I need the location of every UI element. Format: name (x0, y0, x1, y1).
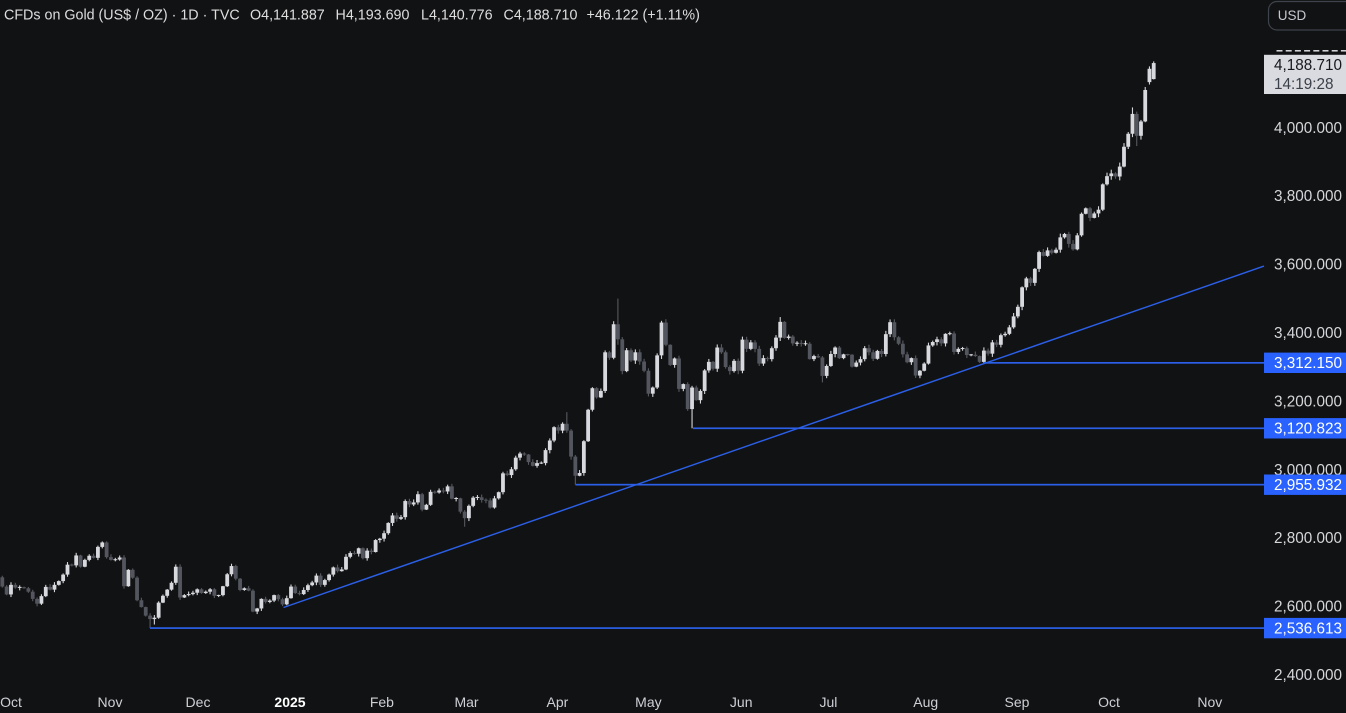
svg-text:Jun: Jun (730, 694, 753, 710)
svg-text:4,000.000: 4,000.000 (1274, 120, 1342, 137)
svg-text:3,800.000: 3,800.000 (1274, 188, 1342, 205)
svg-text:2,536.613: 2,536.613 (1274, 620, 1342, 637)
svg-text:Sep: Sep (1005, 694, 1030, 710)
svg-text:Aug: Aug (913, 694, 938, 710)
svg-text:+46.122 (+1.11%): +46.122 (+1.11%) (587, 8, 700, 24)
svg-text:O4,141.887: O4,141.887 (250, 8, 325, 24)
svg-text:L4,140.776: L4,140.776 (421, 8, 493, 24)
svg-text:Nov: Nov (98, 694, 123, 710)
svg-text:Dec: Dec (186, 694, 211, 710)
svg-text:Oct: Oct (0, 694, 22, 710)
svg-text:3,200.000: 3,200.000 (1274, 393, 1342, 410)
svg-text:2,400.000: 2,400.000 (1274, 667, 1342, 684)
svg-text:3,120.823: 3,120.823 (1274, 421, 1342, 438)
svg-text:4,188.710: 4,188.710 (1274, 57, 1342, 74)
svg-text:3,600.000: 3,600.000 (1274, 257, 1342, 274)
svg-text:Mar: Mar (454, 694, 478, 710)
svg-text:3,400.000: 3,400.000 (1274, 325, 1342, 342)
svg-text:C4,188.710: C4,188.710 (504, 8, 578, 24)
svg-text:2,600.000: 2,600.000 (1274, 599, 1342, 616)
svg-text:CFDs on Gold (US$ / OZ) · 1D ·: CFDs on Gold (US$ / OZ) · 1D · TVC (4, 8, 240, 24)
svg-text:2,955.932: 2,955.932 (1274, 477, 1342, 494)
svg-text:Nov: Nov (1197, 694, 1222, 710)
svg-text:2,800.000: 2,800.000 (1274, 530, 1342, 547)
svg-text:2025: 2025 (274, 694, 305, 710)
svg-text:Oct: Oct (1098, 694, 1120, 710)
svg-text:USD: USD (1278, 8, 1307, 23)
svg-text:14:19:28: 14:19:28 (1274, 76, 1334, 93)
svg-text:Feb: Feb (370, 694, 394, 710)
svg-text:Apr: Apr (547, 694, 569, 710)
svg-text:May: May (635, 694, 661, 710)
svg-text:H4,193.690: H4,193.690 (336, 8, 410, 24)
svg-text:3,312.150: 3,312.150 (1274, 355, 1342, 372)
svg-text:Jul: Jul (819, 694, 837, 710)
